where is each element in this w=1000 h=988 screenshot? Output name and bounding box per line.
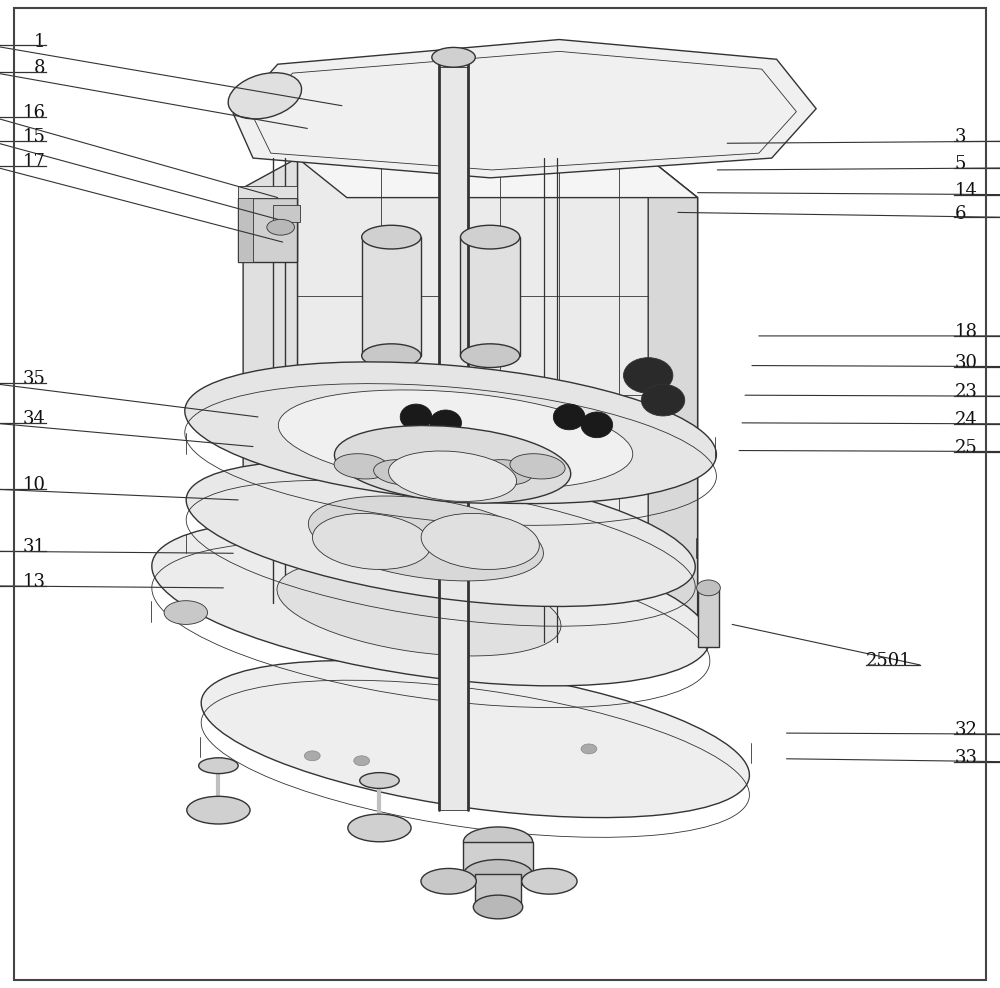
Ellipse shape (430, 410, 461, 436)
Polygon shape (243, 158, 297, 632)
Text: 34: 34 (23, 410, 46, 428)
Bar (273, 205, 300, 222)
Ellipse shape (199, 758, 238, 774)
Ellipse shape (624, 358, 673, 393)
Ellipse shape (201, 660, 749, 818)
Polygon shape (648, 158, 698, 642)
Ellipse shape (522, 868, 577, 894)
Bar (238, 186, 297, 198)
Ellipse shape (510, 453, 565, 479)
Text: 6: 6 (954, 205, 966, 222)
Text: 13: 13 (23, 573, 46, 591)
Ellipse shape (463, 860, 533, 889)
Ellipse shape (304, 751, 320, 761)
Bar (463, 842, 533, 874)
Bar (362, 237, 421, 356)
Ellipse shape (308, 496, 543, 581)
Ellipse shape (421, 514, 539, 569)
Ellipse shape (164, 601, 208, 624)
Ellipse shape (443, 463, 498, 489)
Text: 25: 25 (954, 439, 977, 456)
Ellipse shape (421, 868, 476, 894)
Ellipse shape (477, 459, 533, 485)
Bar (460, 237, 520, 356)
Ellipse shape (334, 426, 571, 503)
Ellipse shape (312, 514, 431, 569)
Ellipse shape (277, 559, 561, 656)
Bar (238, 198, 253, 262)
Ellipse shape (581, 412, 613, 438)
Text: 24: 24 (954, 411, 977, 429)
Polygon shape (297, 158, 698, 642)
Bar (475, 874, 521, 907)
Bar (238, 198, 297, 262)
Bar (698, 588, 719, 647)
Text: 16: 16 (23, 104, 46, 122)
Ellipse shape (389, 451, 517, 502)
Ellipse shape (400, 404, 432, 430)
Text: 33: 33 (954, 749, 977, 767)
Polygon shape (233, 40, 816, 178)
Ellipse shape (187, 796, 250, 824)
Text: 23: 23 (954, 383, 977, 401)
Bar (439, 59, 468, 810)
Ellipse shape (185, 362, 716, 504)
Ellipse shape (186, 460, 695, 607)
Ellipse shape (432, 47, 475, 67)
Ellipse shape (278, 390, 633, 489)
Ellipse shape (697, 580, 720, 596)
Ellipse shape (581, 744, 597, 754)
Text: 15: 15 (23, 128, 46, 146)
Ellipse shape (334, 453, 389, 479)
Text: 18: 18 (954, 323, 977, 341)
Text: 1: 1 (34, 33, 46, 50)
Ellipse shape (362, 344, 421, 368)
Ellipse shape (473, 895, 523, 919)
Text: 17: 17 (23, 153, 46, 171)
Ellipse shape (463, 827, 533, 857)
Text: 14: 14 (954, 182, 977, 200)
Text: 5: 5 (954, 155, 966, 173)
Ellipse shape (362, 225, 421, 249)
Ellipse shape (460, 225, 520, 249)
Text: 32: 32 (954, 721, 977, 739)
Text: 8: 8 (34, 59, 46, 77)
Ellipse shape (408, 463, 463, 489)
Ellipse shape (553, 404, 585, 430)
Text: 3: 3 (954, 128, 966, 146)
Text: 10: 10 (23, 476, 46, 494)
Ellipse shape (360, 773, 399, 788)
Ellipse shape (267, 219, 294, 235)
Polygon shape (297, 158, 698, 198)
Ellipse shape (641, 384, 685, 416)
Ellipse shape (374, 459, 429, 485)
Text: 2501: 2501 (866, 652, 911, 670)
Ellipse shape (348, 814, 411, 842)
Ellipse shape (228, 73, 302, 119)
Ellipse shape (460, 344, 520, 368)
Text: 31: 31 (23, 538, 46, 556)
Text: 30: 30 (954, 354, 977, 371)
Text: 35: 35 (23, 370, 46, 388)
Ellipse shape (354, 756, 370, 766)
Ellipse shape (152, 520, 710, 686)
